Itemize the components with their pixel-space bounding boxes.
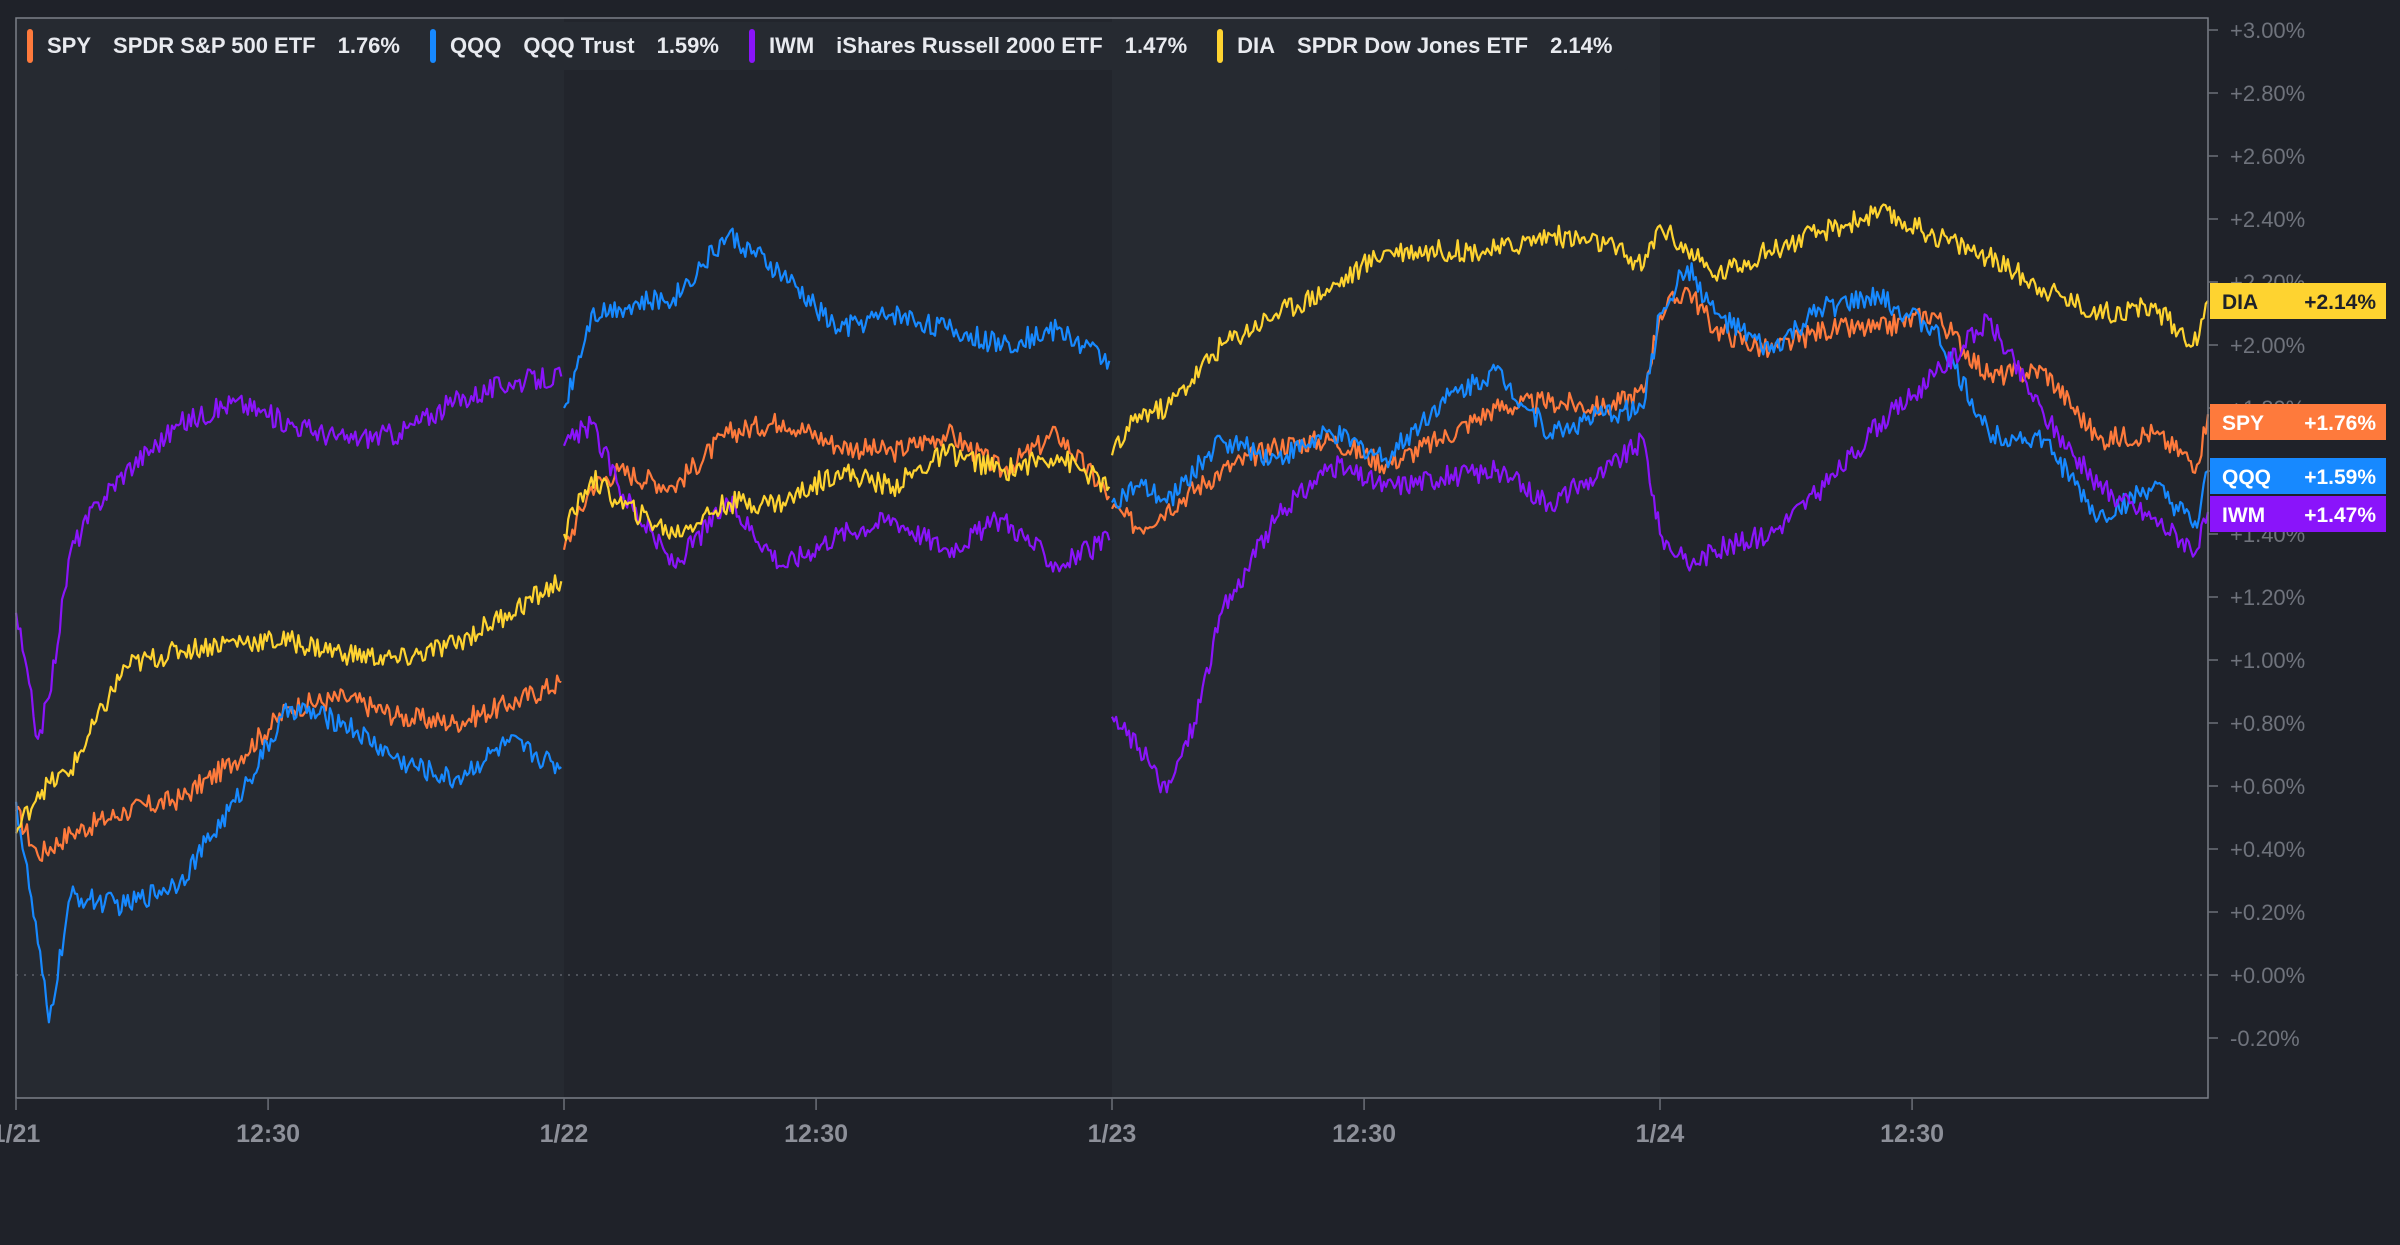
x-tick-label: 12:30: [236, 1120, 300, 1148]
series-line-qqq: [14, 702, 562, 1024]
end-tag-symbol: DIA: [2222, 291, 2258, 314]
legend-swatch-iwm: [748, 29, 755, 63]
y-tick-label: +3.00%: [2230, 18, 2305, 43]
session-band: [1660, 18, 2208, 1098]
legend-value: 1.59%: [656, 33, 719, 58]
y-tick-label: +0.60%: [2230, 774, 2305, 799]
x-tick-label: 12:30: [1880, 1120, 1944, 1148]
legend-item-dia[interactable]: DIA SPDR Dow Jones ETF 2.14%: [1217, 29, 1612, 63]
series-line-iwm: [14, 366, 563, 740]
series-line-dia: [562, 443, 1111, 541]
legend-swatch-dia: [1217, 29, 1224, 63]
legend-value: 1.47%: [1124, 33, 1188, 58]
series-line-dia: [1110, 203, 2209, 456]
session-band: [16, 18, 564, 1098]
x-tick-label: 12:30: [1332, 1120, 1396, 1148]
session-band: [1112, 18, 1660, 1098]
legend-fund-name: QQQ Trust: [523, 33, 635, 58]
series-line-dia: [14, 574, 563, 834]
legend-item-iwm[interactable]: IWM iShares Russell 2000 ETF 1.47%: [748, 29, 1188, 63]
x-tick-label: 12:30: [784, 1120, 848, 1148]
end-tag-value: +1.47%: [2304, 504, 2376, 527]
y-tick-label: +2.40%: [2230, 207, 2305, 232]
legend-value: 1.76%: [337, 33, 400, 58]
y-tick-label: +2.80%: [2230, 81, 2305, 106]
series-line-iwm: [1110, 313, 2210, 794]
y-tick-label: +0.20%: [2230, 900, 2305, 925]
series-line-qqq: [1111, 262, 2209, 529]
end-tag-dia: [2210, 283, 2386, 319]
legend-fund-name: iShares Russell 2000 ETF: [836, 33, 1103, 58]
chart-legend: SPY SPDR S&P 500 ETF 1.76% QQQ QQQ Trust…: [17, 22, 1629, 70]
end-tag-iwm: [2210, 496, 2386, 532]
y-tick-label: +1.00%: [2230, 648, 2305, 673]
legend-swatch-qqq: [429, 29, 436, 63]
y-tick-label: +2.60%: [2230, 144, 2305, 169]
legend-symbol: SPY: [47, 33, 92, 58]
legend-item-qqq[interactable]: QQQ QQQ Trust 1.59%: [429, 29, 719, 63]
end-tag-symbol: SPY: [2222, 412, 2264, 435]
end-tag-value: +1.59%: [2304, 466, 2376, 489]
x-tick-label: 1/23: [1088, 1120, 1137, 1148]
end-tag-symbol: QQQ: [2222, 466, 2271, 489]
legend-fund-name: SPDR S&P 500 ETF: [113, 33, 316, 58]
session-band: [564, 18, 1112, 1098]
y-tick-label: +1.20%: [2230, 585, 2305, 610]
legend-value: 2.14%: [1550, 33, 1613, 58]
end-tag-symbol: IWM: [2222, 504, 2265, 527]
y-tick-label: +2.00%: [2230, 333, 2305, 358]
series-line-spy: [562, 412, 1111, 551]
x-tick-label: 1/21: [0, 1120, 40, 1148]
legend-item-spy[interactable]: SPY SPDR S&P 500 ETF 1.76%: [27, 29, 400, 63]
y-tick-label: +0.00%: [2230, 963, 2305, 988]
y-tick-label: +0.80%: [2230, 711, 2305, 736]
y-tick-label: +0.40%: [2230, 837, 2305, 862]
end-tag-qqq: [2210, 458, 2386, 494]
legend-symbol: DIA: [1237, 33, 1276, 58]
end-tag-spy: [2210, 404, 2386, 440]
legend-fund-name: SPDR Dow Jones ETF: [1297, 33, 1529, 58]
y-tick-label: -0.20%: [2230, 1026, 2300, 1051]
series-line-qqq: [563, 227, 1111, 409]
x-tick-label: 1/24: [1636, 1120, 1685, 1148]
legend-symbol: QQQ: [449, 33, 502, 58]
end-tag-value: +2.14%: [2304, 291, 2376, 314]
legend-swatch-spy: [27, 29, 33, 63]
legend-symbol: IWM: [768, 33, 815, 58]
series-line-iwm: [562, 415, 1111, 573]
end-tag-value: +1.76%: [2304, 412, 2376, 435]
x-tick-label: 1/22: [540, 1120, 589, 1148]
